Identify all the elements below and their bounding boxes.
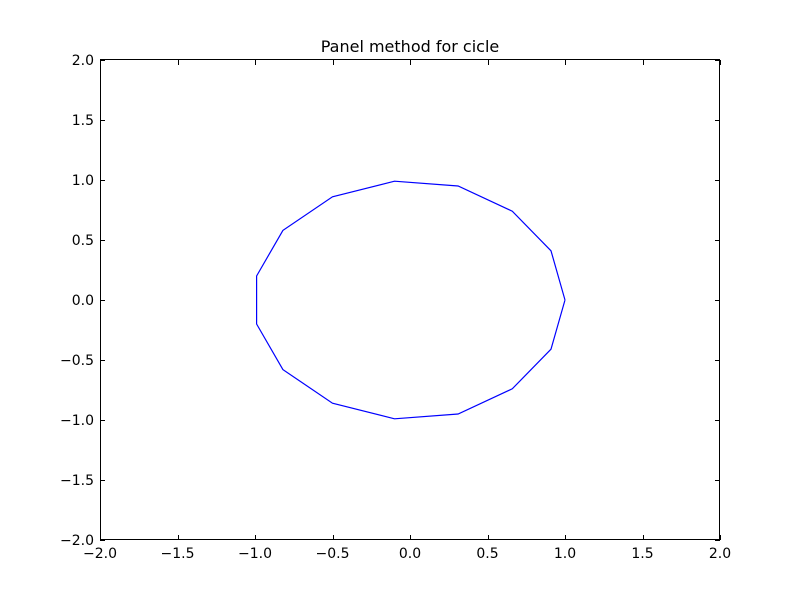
x-tick-label: 2.0: [709, 546, 731, 562]
x-tick-label: 0.0: [399, 546, 421, 562]
y-tick-label: −1.0: [60, 413, 94, 429]
x-tick-label: 1.5: [631, 546, 653, 562]
x-tick-label: −1.5: [161, 546, 195, 562]
y-tick-label: 2.0: [72, 53, 94, 69]
x-tick-label: 0.5: [476, 546, 498, 562]
x-tick-label: 1.0: [554, 546, 576, 562]
y-tick-label: −1.5: [60, 473, 94, 489]
y-tick-label: −2.0: [60, 533, 94, 549]
y-tick-label: 0.5: [72, 233, 94, 249]
axis-ticks: −2.0 −1.5 −1.0 −0.5 0.0 0.5 1.0 1.5 2.0 −2.0 −1.5 −…: [60, 53, 731, 562]
x-tick-label: −0.5: [316, 546, 350, 562]
series-group: [256, 180, 566, 420]
y-tick-label: −0.5: [60, 353, 94, 369]
y-tick-label: 0.0: [72, 293, 94, 309]
y-tick-label: 1.0: [72, 173, 94, 189]
x-tick-label: −2.0: [83, 546, 117, 562]
plot-frame: [100, 59, 720, 540]
series-line-0: [256, 180, 566, 420]
y-tick-label: 1.5: [72, 113, 94, 129]
x-tick-label: −1.0: [238, 546, 272, 562]
chart-title: Panel method for cicle: [321, 37, 500, 56]
